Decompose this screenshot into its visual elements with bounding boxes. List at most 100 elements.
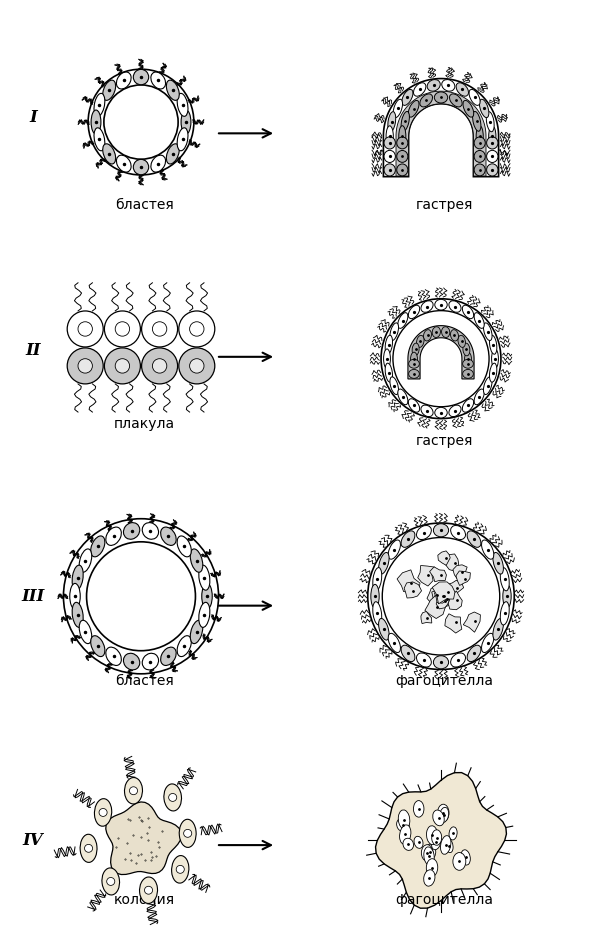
Ellipse shape: [67, 311, 103, 346]
Ellipse shape: [503, 584, 511, 608]
Ellipse shape: [379, 619, 389, 640]
Ellipse shape: [142, 654, 158, 670]
Polygon shape: [421, 611, 432, 623]
Ellipse shape: [397, 150, 408, 162]
Polygon shape: [436, 593, 449, 608]
Ellipse shape: [445, 839, 453, 853]
Ellipse shape: [487, 163, 498, 176]
Polygon shape: [425, 595, 445, 619]
Ellipse shape: [177, 636, 191, 656]
Ellipse shape: [390, 323, 398, 341]
Ellipse shape: [161, 647, 176, 666]
Polygon shape: [376, 773, 506, 908]
Polygon shape: [432, 586, 451, 604]
Ellipse shape: [177, 128, 188, 151]
Polygon shape: [448, 591, 462, 609]
Ellipse shape: [463, 100, 474, 117]
Ellipse shape: [398, 313, 408, 329]
Ellipse shape: [474, 164, 485, 176]
Polygon shape: [456, 571, 470, 585]
Ellipse shape: [104, 311, 140, 346]
Ellipse shape: [424, 870, 435, 886]
Ellipse shape: [177, 536, 191, 557]
Ellipse shape: [388, 540, 400, 560]
Ellipse shape: [381, 299, 501, 419]
Ellipse shape: [414, 837, 423, 848]
Ellipse shape: [67, 347, 103, 384]
Ellipse shape: [427, 858, 438, 876]
Ellipse shape: [152, 322, 167, 336]
Ellipse shape: [164, 784, 181, 811]
Ellipse shape: [398, 389, 408, 405]
Ellipse shape: [451, 330, 458, 341]
Ellipse shape: [427, 80, 440, 91]
Ellipse shape: [453, 853, 466, 870]
Ellipse shape: [431, 835, 441, 850]
Ellipse shape: [398, 810, 410, 829]
Ellipse shape: [103, 80, 116, 100]
Ellipse shape: [482, 633, 494, 653]
Ellipse shape: [166, 144, 179, 164]
Ellipse shape: [400, 824, 411, 844]
Polygon shape: [432, 582, 455, 604]
Ellipse shape: [388, 633, 400, 653]
Ellipse shape: [103, 144, 116, 164]
Polygon shape: [438, 551, 450, 565]
Ellipse shape: [413, 83, 426, 96]
Ellipse shape: [409, 360, 419, 368]
Ellipse shape: [397, 164, 408, 176]
Ellipse shape: [371, 584, 379, 608]
Ellipse shape: [85, 844, 92, 853]
Ellipse shape: [427, 825, 438, 845]
Ellipse shape: [476, 126, 483, 146]
Text: бластея: бластея: [115, 674, 173, 687]
Polygon shape: [397, 570, 420, 593]
Ellipse shape: [70, 583, 80, 609]
Text: гастрея: гастрея: [415, 198, 473, 211]
Ellipse shape: [435, 300, 447, 310]
Ellipse shape: [190, 549, 203, 572]
Ellipse shape: [179, 311, 215, 346]
Ellipse shape: [467, 645, 481, 662]
Ellipse shape: [91, 536, 105, 557]
Ellipse shape: [409, 305, 419, 318]
Ellipse shape: [493, 552, 503, 574]
Ellipse shape: [397, 137, 408, 149]
Ellipse shape: [440, 808, 449, 823]
Ellipse shape: [487, 137, 498, 149]
Ellipse shape: [461, 850, 470, 865]
Ellipse shape: [442, 327, 450, 337]
Ellipse shape: [442, 80, 455, 91]
Polygon shape: [427, 587, 443, 603]
Polygon shape: [447, 580, 464, 594]
Ellipse shape: [78, 322, 92, 336]
Ellipse shape: [393, 311, 489, 407]
Ellipse shape: [490, 363, 497, 382]
Ellipse shape: [486, 112, 494, 131]
Ellipse shape: [382, 537, 500, 655]
Polygon shape: [396, 91, 486, 176]
Ellipse shape: [434, 92, 448, 103]
Ellipse shape: [458, 335, 466, 347]
Ellipse shape: [500, 567, 509, 591]
Ellipse shape: [142, 523, 158, 539]
Text: III: III: [22, 588, 44, 605]
Ellipse shape: [115, 322, 130, 336]
Ellipse shape: [161, 527, 176, 546]
Ellipse shape: [64, 518, 218, 674]
Ellipse shape: [80, 834, 97, 862]
Ellipse shape: [424, 330, 431, 341]
Ellipse shape: [449, 300, 461, 313]
Ellipse shape: [433, 810, 444, 825]
Ellipse shape: [397, 818, 409, 832]
Polygon shape: [408, 326, 474, 379]
Ellipse shape: [433, 655, 449, 669]
Ellipse shape: [107, 877, 115, 885]
Ellipse shape: [368, 523, 514, 670]
Ellipse shape: [421, 845, 433, 861]
Ellipse shape: [383, 349, 391, 368]
Ellipse shape: [152, 359, 167, 373]
Ellipse shape: [410, 352, 418, 365]
Ellipse shape: [420, 94, 433, 107]
Ellipse shape: [106, 527, 121, 546]
